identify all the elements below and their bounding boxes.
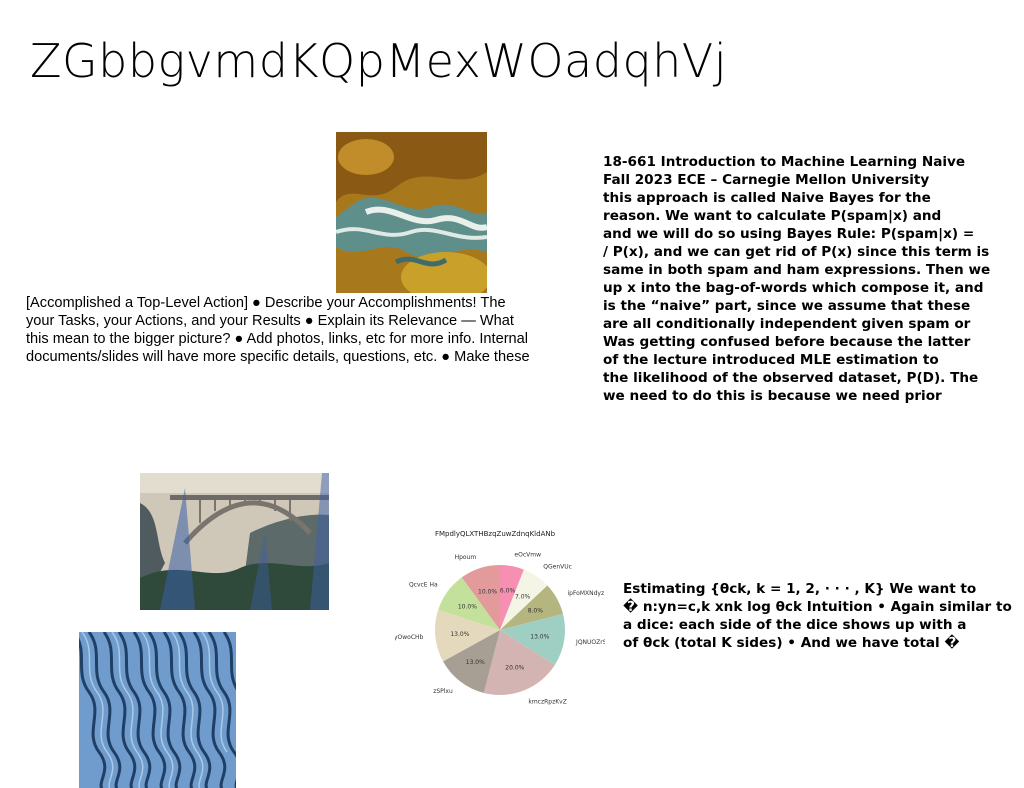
pie-percent-label: 20.0% — [505, 664, 524, 671]
chart-title: FMpdlyQLXTHBzqZuwZdnqKldANb — [435, 530, 556, 538]
pie-slice-zSPlxu — [443, 630, 500, 693]
pie-category-label: zSPlxu — [433, 688, 453, 695]
pie-category-label: kmczRpzKvZ — [528, 699, 567, 706]
text-line: [Accomplished a Top-Level Action] ● Desc… — [26, 295, 506, 311]
text-line: Fall 2023 ECE – Carnegie Mellon Universi… — [603, 172, 930, 188]
pie-category-label: Hpoum — [455, 554, 477, 561]
pie-slice-ipFoMXNdyz — [500, 585, 563, 630]
pie-slice-QcvcE-Ha — [438, 577, 500, 630]
pie-percent-label: 6.0% — [500, 587, 516, 594]
aerial-landscape-graphic — [336, 132, 487, 293]
text-line: this mean to the bigger picture? ● Add p… — [26, 331, 529, 347]
pie-percent-label: 10.0% — [478, 589, 497, 596]
pie-percent-label: 7.0% — [515, 594, 531, 601]
text-line: same in both spam and ham expressions. T… — [603, 262, 991, 278]
pie-percent-label: 10.0% — [458, 603, 477, 610]
pie-percent-label: 13.0% — [530, 633, 549, 640]
bridge-graphic — [140, 473, 329, 610]
pie-slice-Hpoum — [461, 565, 500, 630]
text-line: documents/slides will have more specific… — [26, 349, 530, 365]
text-line: of θck (total K sides) • And we have tot… — [623, 635, 960, 651]
text-line: reason. We want to calculate P(spam|x) a… — [603, 208, 942, 224]
text-line: we need to do this is because we need pr… — [603, 388, 942, 404]
text-line: Estimating {θck, k = 1, 2, · · · , K} We… — [623, 581, 977, 597]
pie-category-label: QcvcE Ha — [409, 582, 438, 589]
text-line: � n:yn=c,k xnk log θck Intuition • Again… — [623, 599, 1012, 615]
naive-bayes-text-block: 18-661 Introduction to Machine Learning … — [603, 153, 1023, 405]
pie-percent-label: 13.0% — [466, 659, 485, 666]
pie-slice-kmczRpzKvZ — [483, 630, 555, 695]
text-line: a dice: each side of the dice shows up w… — [623, 617, 967, 633]
text-line: is the “naive” part, since we assume tha… — [603, 298, 971, 314]
text-line: / P(x), and we can get rid of P(x) since… — [603, 244, 990, 260]
text-line: Was getting confused before because the … — [603, 334, 971, 350]
pie-chart: FMpdlyQLXTHBzqZuwZdnqKldANb 6.0% eOcVmw 7.… — [394, 520, 612, 720]
text-line: 18-661 Introduction to Machine Learning … — [603, 154, 966, 170]
pie-percent-label: 8.0% — [528, 608, 544, 615]
text-line: of the lecture introduced MLE estimation… — [603, 352, 939, 368]
text-line: your Tasks, your Actions, and your Resul… — [26, 313, 514, 329]
text-line: the likelihood of the observed dataset, … — [603, 370, 979, 386]
slide-title: ZGbbgvmdKQpMexWOadqhVj — [30, 34, 728, 88]
sand-ripples-image — [79, 632, 236, 788]
text-line: this approach is called Naive Bayes for … — [603, 190, 931, 206]
text-line: and we will do so using Bayes Rule: P(sp… — [603, 226, 975, 242]
pie-slice-QGenVUc — [500, 569, 548, 630]
pie-percent-label: 13.0% — [450, 631, 469, 638]
pie-slice-yOwoCHb — [435, 609, 500, 662]
estimation-text-block: Estimating {θck, k = 1, 2, · · · , K} We… — [623, 580, 1023, 652]
pie-category-label: JQNUOZrSA — [575, 639, 605, 646]
pie-slice-JQNUOZrSA — [500, 613, 565, 665]
text-line: up x into the bag-of-words which compose… — [603, 280, 984, 296]
pie-category-label: QGenVUc — [543, 563, 572, 570]
pie-category-label: yOwoCHb — [395, 634, 424, 641]
pie-category-label: eOcVmw — [514, 551, 541, 558]
pie-category-label: ipFoMXNdyz — [567, 590, 604, 597]
coastal-bridge-image — [140, 473, 329, 610]
text-line: are all conditionally independent given … — [603, 316, 971, 332]
aerial-landscape-image — [336, 132, 487, 293]
ripples-graphic — [79, 632, 236, 788]
pie-slice-eOcVmw — [500, 565, 524, 630]
accomplishment-text-block: [Accomplished a Top-Level Action] ● Desc… — [26, 294, 586, 366]
pie-chart-svg: FMpdlyQLXTHBzqZuwZdnqKldANb 6.0% eOcVmw 7.… — [394, 530, 612, 706]
